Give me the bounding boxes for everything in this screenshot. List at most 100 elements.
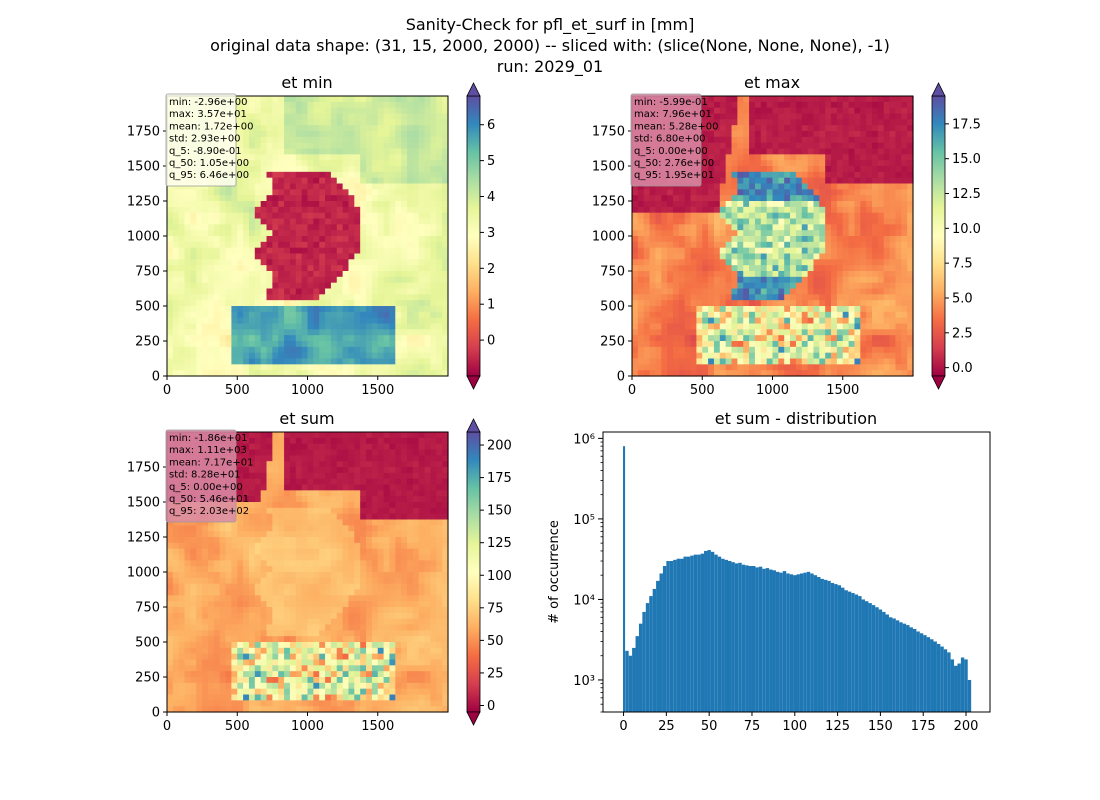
heatmap-cell — [330, 206, 338, 214]
heatmap-cell — [801, 253, 809, 260]
heatmap-cell — [708, 218, 715, 225]
heatmap-cell — [637, 224, 645, 231]
heatmap-cell — [342, 311, 350, 319]
heatmap-cell — [766, 96, 774, 103]
heatmap-cell — [442, 136, 449, 144]
heatmap-cell — [889, 206, 897, 214]
heatmap-cell — [696, 329, 703, 336]
heatmap-cell — [772, 224, 779, 231]
heatmap-cell — [348, 166, 355, 173]
heatmap-cell — [807, 346, 815, 354]
heatmap-cell — [401, 352, 408, 360]
heatmap-cell — [407, 341, 414, 348]
heatmap-cell — [854, 346, 861, 354]
heatmap-cell — [354, 282, 361, 290]
heatmap-cell — [319, 352, 326, 360]
heatmap-cell — [354, 189, 361, 196]
heatmap-cell — [713, 358, 721, 365]
heatmap-cell — [325, 247, 332, 255]
y-tick-label: 1750 — [592, 125, 625, 140]
heatmap-cell — [260, 212, 268, 220]
heatmap-cell — [407, 323, 414, 330]
heatmap-cell — [831, 241, 838, 249]
heatmap-cell — [866, 311, 873, 319]
heatmap-cell — [719, 212, 727, 220]
heatmap-cell — [342, 341, 350, 348]
y-tick-label: 250 — [600, 335, 625, 350]
heatmap-cell — [278, 306, 285, 313]
heatmap-cell — [213, 335, 221, 342]
heatmap-cell — [401, 236, 408, 243]
heatmap-cell — [289, 206, 297, 214]
heatmap-cell — [167, 253, 174, 260]
heatmap-cell — [266, 294, 273, 301]
heatmap-cell — [813, 329, 820, 336]
heatmap-cell — [848, 259, 856, 266]
heatmap-cell — [772, 259, 779, 266]
heatmap-cell — [412, 119, 420, 126]
heatmap-cell — [784, 230, 791, 237]
heatmap-cell — [184, 601, 192, 608]
heatmap-cell — [219, 335, 227, 342]
heatmap-cell — [889, 107, 897, 115]
heatmap-cell — [719, 230, 727, 237]
heatmap-cell — [284, 218, 291, 225]
heatmap-cell — [366, 247, 373, 255]
heatmap-cell — [371, 265, 379, 272]
heatmap-cell — [632, 276, 639, 284]
heatmap-cell — [248, 247, 256, 255]
heatmap-cell — [684, 259, 692, 266]
heatmap-cell — [260, 166, 268, 173]
heatmap-cell — [360, 142, 367, 150]
heatmap-cell — [366, 241, 373, 249]
heatmap-cell — [825, 253, 832, 260]
heatmap-cell — [784, 335, 791, 342]
heatmap-cell — [442, 195, 449, 202]
heatmap-cell — [342, 189, 350, 196]
heatmap-cell — [225, 276, 232, 284]
heatmap-cell — [807, 253, 815, 260]
heatmap-cell — [348, 323, 355, 330]
heatmap-cell — [719, 364, 727, 371]
heatmap-cell — [795, 201, 803, 208]
heatmap-cell — [336, 282, 344, 290]
heatmap-cell — [637, 183, 645, 190]
heatmap-cell — [895, 160, 902, 167]
heatmap-cell — [243, 271, 250, 278]
heatmap-cell — [795, 148, 803, 155]
heatmap-cell — [219, 253, 227, 260]
heatmap-cell — [889, 329, 897, 336]
heatmap-cell — [684, 282, 692, 290]
heatmap-cell — [696, 271, 703, 278]
x-tick-label: 1500 — [361, 383, 394, 398]
heatmap-cell — [389, 96, 396, 103]
heatmap-cell — [348, 148, 355, 155]
heatmap-cell — [678, 201, 686, 208]
heatmap-cell — [702, 189, 709, 196]
heatmap-cell — [649, 259, 657, 266]
heatmap-cell — [643, 276, 651, 284]
heatmap-cell — [184, 659, 192, 666]
heatmap-cell — [383, 253, 391, 260]
heatmap-cell — [436, 329, 443, 336]
heatmap-cell — [772, 341, 779, 348]
heatmap-cell — [301, 346, 309, 354]
heatmap-cell — [684, 323, 692, 330]
heatmap-cell — [684, 364, 692, 371]
heatmap-cell — [831, 358, 838, 365]
heatmap-cell — [848, 306, 856, 313]
heatmap-cell — [243, 131, 250, 138]
heatmap-cell — [713, 183, 721, 190]
heatmap-cell — [831, 119, 838, 126]
heatmap-cell — [366, 276, 373, 284]
heatmap-cell — [907, 218, 914, 225]
heatmap-cell — [895, 294, 902, 301]
heatmap-cell — [719, 259, 727, 266]
heatmap-cell — [713, 218, 721, 225]
heatmap-cell — [737, 96, 744, 103]
heatmap-cell — [330, 352, 338, 360]
heatmap-cell — [649, 236, 657, 243]
heatmap-cell — [442, 300, 449, 307]
heatmap-cell — [819, 131, 826, 138]
heatmap-cell — [272, 224, 279, 231]
